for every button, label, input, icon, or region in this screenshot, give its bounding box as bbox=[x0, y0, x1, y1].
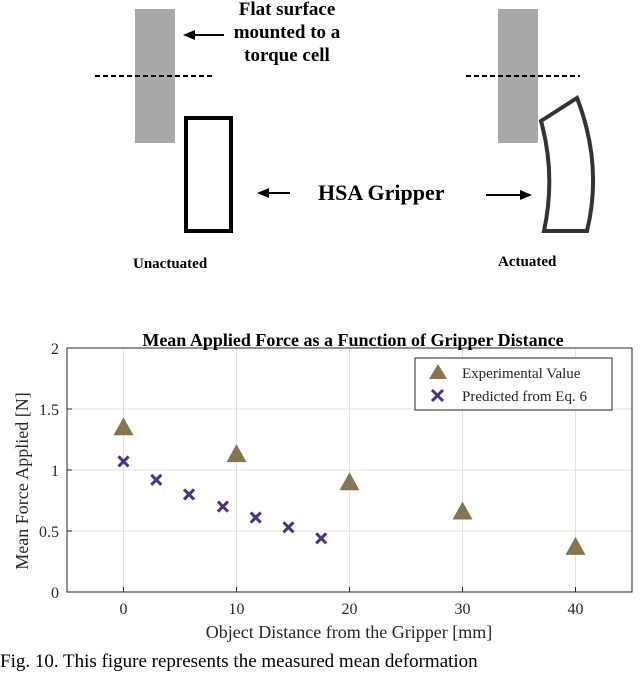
predicted-point bbox=[117, 455, 130, 468]
gripper-arrow-right-head bbox=[520, 190, 532, 200]
y-tick-label: 1.5 bbox=[39, 402, 59, 419]
gripper-diagram bbox=[95, 9, 596, 233]
experimental-point bbox=[113, 417, 134, 436]
y-axis-label: Mean Force Applied [N] bbox=[12, 392, 32, 569]
predicted-point bbox=[150, 473, 163, 486]
x-tick-label: 10 bbox=[229, 601, 245, 618]
y-tick-label: 0.5 bbox=[39, 524, 59, 541]
legend-box bbox=[414, 357, 613, 411]
y-tick-label: 2 bbox=[51, 341, 59, 358]
x-axis-label: Object Distance from the Gripper [mm] bbox=[206, 622, 492, 642]
unactuated-gripper bbox=[184, 116, 233, 233]
y-tick-label: 1 bbox=[51, 463, 59, 480]
predicted-point bbox=[282, 521, 295, 534]
legend-predicted-label: Predicted from Eq. 6 bbox=[462, 389, 587, 405]
predicted-point bbox=[315, 532, 328, 545]
actuated-label: Actuated bbox=[498, 254, 557, 270]
experimental-point bbox=[339, 472, 360, 491]
data-marks bbox=[113, 417, 586, 555]
chart-title: Mean Applied Force as a Function of Grip… bbox=[142, 330, 563, 350]
legend-x-marker bbox=[430, 388, 445, 403]
experimental-point bbox=[565, 536, 586, 555]
predicted-point bbox=[216, 500, 230, 513]
axis-ticks: 0 10 20 30 40 0 0.5 1 1.5 2 bbox=[39, 341, 584, 618]
predicted-point bbox=[249, 511, 262, 524]
surface-label: Flat surface mounted to a torque cell bbox=[214, 0, 360, 67]
legend-triangle-marker bbox=[429, 364, 447, 379]
unactuated-label: Unactuated bbox=[133, 256, 208, 272]
figure-caption: Fig. 10. This figure represents the meas… bbox=[0, 651, 478, 672]
actuated-gripper bbox=[538, 94, 596, 233]
experimental-point bbox=[452, 501, 473, 520]
x-tick-label: 30 bbox=[455, 601, 471, 618]
experimental-point bbox=[226, 444, 247, 463]
y-tick-label: 0 bbox=[51, 585, 59, 602]
legend: Experimental Value Predicted from Eq. 6 bbox=[414, 357, 613, 411]
surface-label-line-2: mounted to a bbox=[233, 22, 341, 43]
x-tick-label: 0 bbox=[120, 601, 128, 618]
x-tick-label: 40 bbox=[568, 601, 584, 618]
surface-label-line-3: torque cell bbox=[244, 45, 330, 66]
x-tick-label: 20 bbox=[342, 601, 358, 618]
surface-arrow-head bbox=[183, 30, 195, 40]
gripper-arrow-left-head bbox=[257, 188, 269, 198]
hsa-gripper-label: HSA Gripper bbox=[318, 180, 445, 205]
force-chart: 0 10 20 30 40 0 0.5 1 1.5 2 Mean Applied Force as… bbox=[12, 330, 633, 642]
surface-label-line-1: Flat surface bbox=[238, 0, 336, 20]
predicted-point bbox=[182, 488, 196, 501]
legend-experimental-label: Experimental Value bbox=[462, 366, 581, 382]
